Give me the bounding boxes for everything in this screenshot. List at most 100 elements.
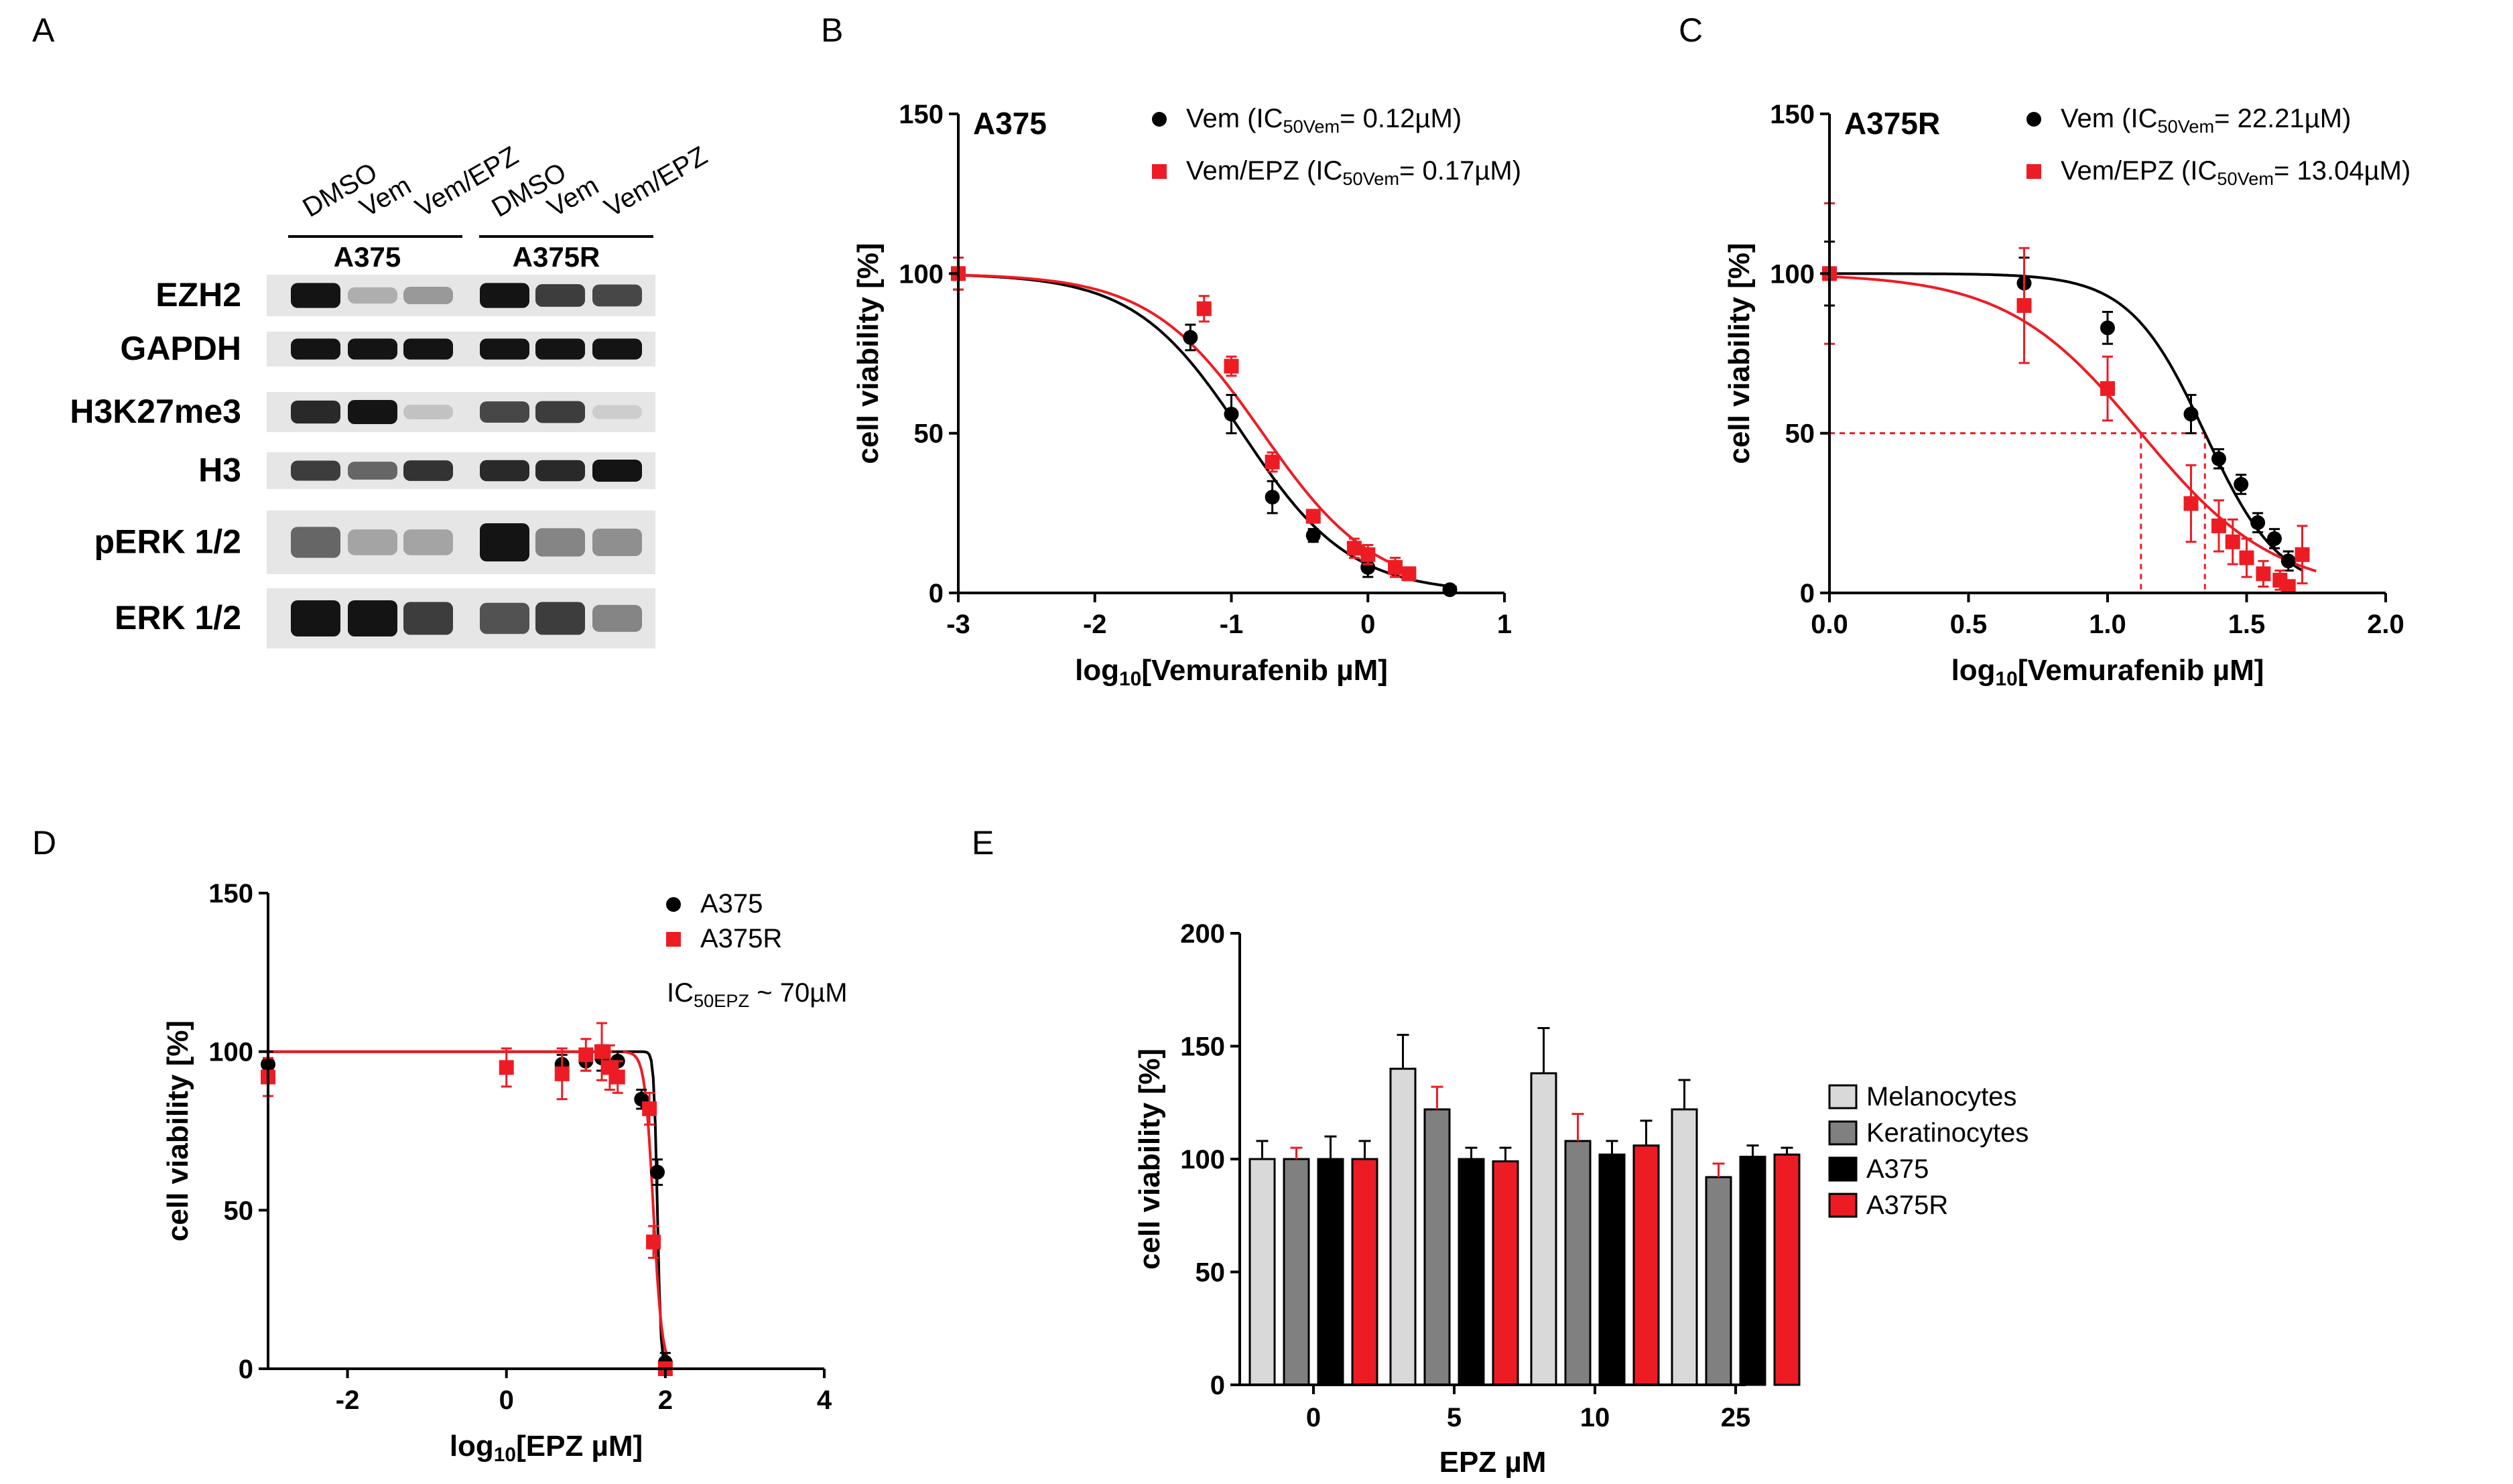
data-point	[2256, 566, 2271, 582]
blot-band	[291, 338, 340, 360]
cell-line-label-a375: A375	[334, 241, 401, 273]
y-tick-label: 150	[1770, 100, 1815, 129]
y-axis-label: cell viability [%]	[1133, 1049, 1166, 1270]
data-point	[1305, 509, 1321, 524]
data-point	[2026, 112, 2041, 127]
data-point	[554, 1066, 570, 1081]
data-point	[2016, 298, 2032, 313]
data-point	[2100, 381, 2115, 396]
legend-swatch	[1828, 1193, 1858, 1218]
x-tick-label: 0.5	[1950, 610, 1988, 639]
data-point	[1442, 582, 1458, 598]
panel-letter-e: E	[972, 824, 994, 862]
data-point	[610, 1069, 625, 1085]
blot-band	[535, 528, 585, 557]
y-tick-label: 50	[1196, 1258, 1226, 1288]
panel-letter-c: C	[1679, 11, 1703, 49]
y-tick-label: 0	[929, 579, 944, 608]
legend-label: A375R	[1866, 1191, 1948, 1220]
data-point	[2295, 547, 2310, 562]
blot-band	[480, 338, 529, 360]
data-point	[1265, 490, 1280, 504]
data-point	[2183, 407, 2199, 422]
blot-band	[403, 529, 453, 555]
data-point	[578, 1047, 594, 1063]
chart-title: A375	[973, 106, 1047, 141]
data-point	[642, 1101, 657, 1116]
blot-band	[592, 338, 642, 360]
data-point	[1401, 566, 1417, 582]
legend-entry: Vem/EPZ (IC50Vem= 0.17µM)	[1186, 156, 1521, 189]
y-axis-label: cell viability [%]	[1723, 243, 1756, 464]
fit-curve	[268, 1050, 670, 1370]
fit-curve	[958, 273, 1417, 575]
data-point	[2183, 496, 2199, 511]
data-point	[666, 897, 681, 912]
data-point	[2280, 579, 2296, 594]
bar	[1739, 1156, 1766, 1386]
fit-curve	[1829, 275, 2317, 573]
blot-band	[348, 338, 397, 360]
chart-title: A375R	[1844, 106, 1940, 141]
x-tick-label: 2	[658, 1386, 673, 1415]
y-tick-label: 0	[239, 1355, 253, 1384]
x-tick-label: 5	[1447, 1403, 1462, 1432]
y-tick-label: 100	[1180, 1145, 1225, 1174]
blot-band	[592, 528, 642, 557]
blot-band	[535, 284, 585, 307]
chart-b: 0 50 100 150 -3 -2 -1 0 1 cell viability [%] log10…	[852, 100, 1521, 690]
data-point	[646, 1234, 661, 1250]
data-point	[1152, 164, 1167, 179]
blot-band	[291, 460, 340, 481]
x-tick-label: 1	[1497, 610, 1512, 639]
legend-swatch	[1828, 1120, 1858, 1146]
blot-band	[403, 405, 453, 419]
y-tick-label: 200	[1180, 919, 1225, 949]
data-point	[2225, 534, 2240, 549]
bar	[1492, 1160, 1519, 1386]
legend-swatch	[1828, 1156, 1858, 1182]
x-tick-label: 10	[1580, 1403, 1610, 1432]
bar	[1632, 1144, 1660, 1386]
x-axis-label: log10[Vemurafenib µM]	[1951, 654, 2264, 690]
blot-band	[592, 405, 642, 419]
data-point	[1265, 454, 1280, 470]
data-point	[499, 1060, 514, 1075]
x-tick-label: 0.0	[1811, 610, 1848, 639]
x-tick-label: -2	[336, 1386, 360, 1415]
data-point	[650, 1164, 665, 1180]
blot-band	[291, 600, 340, 636]
y-tick-label: 100	[899, 259, 944, 289]
y-tick-label: 100	[208, 1038, 253, 1067]
blot-band	[348, 462, 397, 480]
bar	[1671, 1108, 1698, 1386]
blot-band	[348, 287, 397, 304]
x-tick-label: -2	[1083, 610, 1107, 639]
bar	[1598, 1153, 1626, 1386]
bar	[1283, 1158, 1310, 1386]
y-tick-label: 50	[1785, 419, 1815, 449]
bar	[1389, 1067, 1417, 1386]
blot-band	[348, 600, 397, 636]
data-point	[2234, 476, 2249, 492]
ic50-annotation: IC50EPZ ~ 70µM	[667, 978, 848, 1011]
chart-e: 0 5 10 25 0 50 100 150 200 cell viability [%] EPZ …	[1133, 919, 2028, 1479]
legend-entry: Vem/EPZ (IC50Vem= 13.04µM)	[2061, 156, 2410, 189]
legend-label: Keratinocytes	[1866, 1118, 2028, 1148]
fit-curve	[1829, 272, 2303, 572]
bar	[1530, 1072, 1557, 1386]
blot-band	[403, 602, 453, 635]
x-axis-label: EPZ µM	[1439, 1446, 1547, 1479]
blot-band	[592, 284, 642, 307]
panel-letter-a: A	[32, 11, 55, 49]
data-point	[2239, 550, 2254, 565]
blot-band	[480, 602, 529, 634]
bar	[1351, 1158, 1378, 1386]
fit-curve	[268, 1050, 671, 1362]
data-point	[2211, 451, 2226, 466]
y-axis-label: cell viability [%]	[162, 1020, 194, 1241]
x-tick-label: -1	[1220, 610, 1244, 639]
blot-band	[403, 338, 453, 360]
x-axis-label: log10[Vemurafenib µM]	[1075, 654, 1388, 690]
